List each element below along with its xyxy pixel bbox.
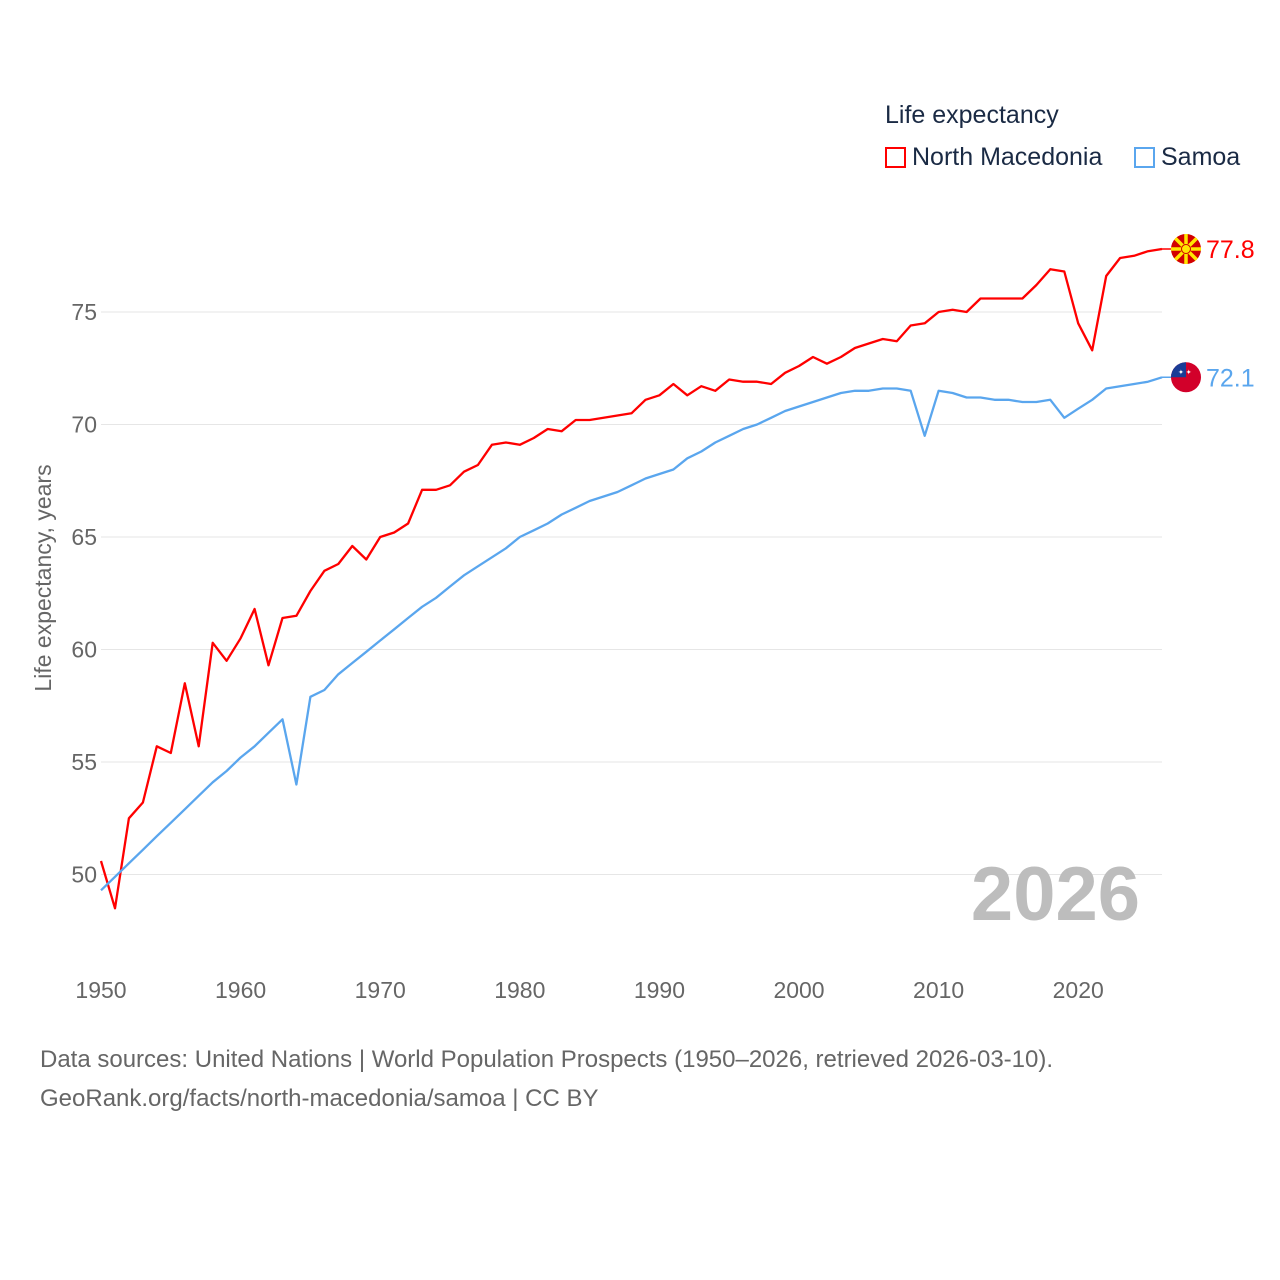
- y-tick-label: 50: [71, 862, 97, 888]
- year-watermark: 2026: [971, 852, 1140, 937]
- footer-link[interactable]: GeoRank.org/facts/north-macedonia/samoa …: [40, 1085, 599, 1112]
- legend-swatch: [1134, 147, 1155, 168]
- x-tick-label: 1980: [494, 977, 545, 1003]
- x-tick-label: 1960: [215, 977, 266, 1003]
- legend-label: North Macedonia: [912, 143, 1103, 171]
- legend-item-north-macedonia[interactable]: North Macedonia: [885, 143, 1102, 172]
- legend-title: Life expectancy: [885, 101, 1059, 129]
- legend-swatch: [885, 147, 906, 168]
- flag-canton: [1171, 362, 1186, 378]
- end-value-label: 77.8: [1206, 236, 1255, 264]
- flag-stars: ✦ ✦: [1178, 368, 1192, 376]
- end-value-label: 72.1: [1206, 364, 1255, 392]
- x-tick-label: 1990: [634, 977, 685, 1003]
- x-tick-label: 1950: [75, 977, 126, 1003]
- x-tick-label: 2000: [773, 977, 824, 1003]
- legend-item-samoa[interactable]: Samoa: [1134, 143, 1240, 172]
- legend-label: Samoa: [1161, 143, 1241, 171]
- footer-sources: Data sources: United Nations | World Pop…: [40, 1046, 1054, 1073]
- y-tick-label: 75: [71, 299, 97, 325]
- x-tick-label: 2020: [1053, 977, 1104, 1003]
- y-tick-label: 70: [71, 412, 97, 438]
- series-line-north-macedonia: [99, 247, 1163, 910]
- y-axis-title: Life expectancy, years: [30, 464, 56, 691]
- series-line-samoa: [100, 376, 1163, 892]
- x-tick-label: 1970: [355, 977, 406, 1003]
- y-tick-label: 65: [71, 524, 97, 550]
- flag-sun: [1181, 244, 1191, 254]
- y-tick-label: 60: [71, 637, 97, 663]
- x-tick-label: 2010: [913, 977, 964, 1003]
- y-tick-label: 55: [71, 749, 97, 775]
